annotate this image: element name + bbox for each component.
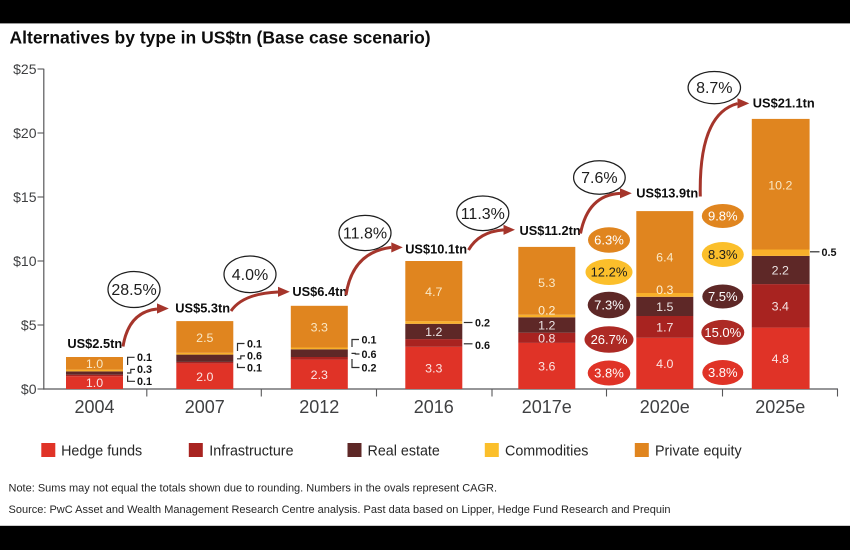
svg-text:9.8%: 9.8% xyxy=(708,209,738,224)
svg-text:15.0%: 15.0% xyxy=(704,325,741,340)
svg-text:3.4: 3.4 xyxy=(772,300,789,314)
svg-text:6.3%: 6.3% xyxy=(594,233,624,248)
svg-text:US$11.2tn: US$11.2tn xyxy=(520,223,581,238)
svg-text:Real estate: Real estate xyxy=(368,444,440,460)
svg-text:0.1: 0.1 xyxy=(137,376,152,388)
svg-text:Private equity: Private equity xyxy=(655,444,742,460)
svg-text:10.2: 10.2 xyxy=(768,178,792,192)
svg-text:4.7: 4.7 xyxy=(425,285,442,299)
svg-text:3.3: 3.3 xyxy=(311,321,328,335)
svg-text:$5: $5 xyxy=(21,317,37,333)
svg-text:0.3: 0.3 xyxy=(137,364,152,376)
svg-text:2.5: 2.5 xyxy=(196,331,213,345)
svg-text:0.1: 0.1 xyxy=(137,352,152,364)
svg-text:28.5%: 28.5% xyxy=(111,282,156,299)
svg-text:1.5: 1.5 xyxy=(656,300,673,314)
svg-text:0.8: 0.8 xyxy=(538,332,555,346)
svg-text:0.5: 0.5 xyxy=(822,247,837,259)
svg-text:8.3%: 8.3% xyxy=(708,247,738,262)
svg-text:6.4: 6.4 xyxy=(656,251,673,265)
svg-text:1.2: 1.2 xyxy=(425,325,442,339)
svg-text:4.0: 4.0 xyxy=(656,357,673,371)
svg-text:$15: $15 xyxy=(13,189,37,205)
svg-text:0.6: 0.6 xyxy=(247,351,262,363)
svg-text:2.0: 2.0 xyxy=(196,370,213,384)
svg-text:$0: $0 xyxy=(21,381,37,397)
svg-text:1.7: 1.7 xyxy=(656,321,673,335)
svg-text:US$13.9tn: US$13.9tn xyxy=(636,186,698,201)
svg-text:11.8%: 11.8% xyxy=(343,226,387,243)
svg-text:US$5.3tn: US$5.3tn xyxy=(175,301,230,316)
svg-text:$25: $25 xyxy=(13,61,37,77)
svg-text:0.2: 0.2 xyxy=(538,304,555,318)
svg-text:2.2: 2.2 xyxy=(772,264,789,278)
svg-text:2004: 2004 xyxy=(74,397,114,417)
svg-text:1.0: 1.0 xyxy=(86,357,103,371)
svg-text:US$10.1tn: US$10.1tn xyxy=(405,242,467,257)
svg-text:0.2: 0.2 xyxy=(362,362,377,374)
svg-text:US$6.4tn: US$6.4tn xyxy=(292,284,347,299)
svg-text:0.3: 0.3 xyxy=(656,283,673,297)
svg-text:0.6: 0.6 xyxy=(362,349,377,361)
svg-text:4.0%: 4.0% xyxy=(232,267,268,284)
svg-text:Infrastructure: Infrastructure xyxy=(209,444,293,460)
svg-text:0.1: 0.1 xyxy=(247,362,262,374)
svg-text:26.7%: 26.7% xyxy=(591,332,628,347)
svg-text:7.5%: 7.5% xyxy=(708,289,738,304)
svg-text:3.3: 3.3 xyxy=(425,362,442,376)
svg-text:2016: 2016 xyxy=(414,397,454,417)
svg-text:US$2.5tn: US$2.5tn xyxy=(67,336,122,351)
svg-text:2025e: 2025e xyxy=(755,397,805,417)
svg-text:Hedge funds: Hedge funds xyxy=(61,444,142,460)
svg-text:3.8%: 3.8% xyxy=(594,366,624,381)
svg-text:7.6%: 7.6% xyxy=(581,170,617,187)
svg-text:7.3%: 7.3% xyxy=(594,298,624,313)
svg-text:$10: $10 xyxy=(13,253,37,269)
svg-text:3.6: 3.6 xyxy=(538,360,555,374)
svg-text:11.3%: 11.3% xyxy=(461,206,505,223)
svg-text:0.2: 0.2 xyxy=(475,318,490,330)
svg-text:1.2: 1.2 xyxy=(538,319,555,333)
svg-text:Commodities: Commodities xyxy=(505,444,588,460)
svg-text:4.8: 4.8 xyxy=(772,352,789,366)
svg-text:Source: PwC Asset and Wealth M: Source: PwC Asset and Wealth Management … xyxy=(9,504,671,516)
svg-text:8.7%: 8.7% xyxy=(696,80,732,97)
svg-text:2007: 2007 xyxy=(185,397,225,417)
svg-text:3.8%: 3.8% xyxy=(708,365,738,380)
svg-text:2012: 2012 xyxy=(299,397,339,417)
svg-text:2.3: 2.3 xyxy=(311,368,328,382)
svg-text:2020e: 2020e xyxy=(640,397,690,417)
svg-text:12.2%: 12.2% xyxy=(591,265,628,280)
svg-text:0.6: 0.6 xyxy=(475,340,490,352)
svg-text:US$21.1tn: US$21.1tn xyxy=(753,96,815,111)
svg-text:5.3: 5.3 xyxy=(538,276,555,290)
svg-text:1.0: 1.0 xyxy=(86,376,103,390)
svg-text:0.1: 0.1 xyxy=(362,334,377,346)
svg-text:$20: $20 xyxy=(13,125,37,141)
svg-text:Alternatives by type in US$tn: Alternatives by type in US$tn (Base case… xyxy=(10,28,431,48)
svg-text:2017e: 2017e xyxy=(522,397,572,417)
svg-text:Note: Sums may not equal the t: Note: Sums may not equal the totals show… xyxy=(9,483,498,495)
svg-text:0.1: 0.1 xyxy=(247,338,262,350)
